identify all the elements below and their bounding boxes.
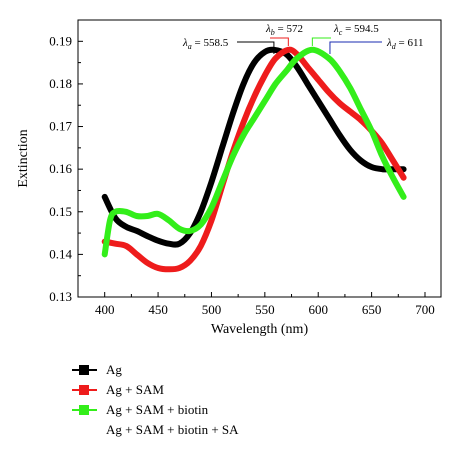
- annotation-bracket: [237, 41, 275, 54]
- y-tick-label: 0.14: [49, 246, 72, 261]
- plot-frame: [77, 19, 442, 298]
- annotation-subscript: c: [339, 28, 343, 37]
- annotation-bracket: [311, 37, 331, 46]
- x-axis-title: Wavelength (nm): [211, 322, 309, 337]
- x-tick-label: 550: [255, 302, 275, 317]
- y-tick-label: 0.16: [49, 161, 72, 176]
- y-tick-label: 0.15: [49, 204, 72, 219]
- x-tick-label: 600: [308, 302, 328, 317]
- annotation-label: λc = 594.5: [333, 23, 379, 37]
- x-tick-label: 650: [362, 302, 382, 317]
- peak-annotations: λa = 558.5λb = 572 λc = 594.5λd = 611: [182, 23, 424, 54]
- series-lines: [101, 46, 407, 273]
- y-tick-label: 0.17: [49, 119, 72, 134]
- legend-label-1: Ag + SAM: [106, 382, 164, 397]
- annotation-bracket: [270, 37, 289, 46]
- annotation-label: λb = 572: [265, 23, 303, 37]
- annotation-value: = 558.5: [192, 37, 229, 49]
- series-line-0: [101, 46, 407, 248]
- y-axis-title: Extinction: [16, 129, 31, 187]
- annotation-symbol: λ: [265, 23, 271, 35]
- annotation-bracket: [329, 41, 382, 54]
- x-tick-label: 700: [415, 302, 435, 317]
- legend-label-3: Ag + SAM + biotin + SA: [106, 422, 239, 437]
- legend-marker-2: [79, 405, 89, 415]
- annotation-symbol: λ: [333, 23, 339, 35]
- legend-label-2: Ag + SAM + biotin: [106, 402, 209, 417]
- annotation-value: = 594.5: [342, 23, 379, 35]
- legend: Ag Ag + SAM Ag + SAM + biotin Ag + SAM + bi…: [72, 362, 239, 437]
- x-axis-ticks: 400 450 500 550 600 650 700: [95, 292, 435, 317]
- annotation-value: = 572: [275, 23, 303, 35]
- annotation-subscript: d: [392, 42, 397, 51]
- annotation-symbol: λ: [386, 37, 392, 49]
- y-tick-label: 0.19: [49, 33, 72, 48]
- annotation-label: λa = 558.5: [182, 37, 229, 51]
- series-line-2: [101, 46, 407, 258]
- annotation-symbol: λ: [182, 37, 188, 49]
- legend-marker-1: [79, 385, 89, 395]
- y-tick-label: 0.13: [49, 289, 72, 304]
- series-line-1: [101, 46, 407, 273]
- annotation-label: λd = 611: [386, 37, 424, 51]
- annotation-subscript: a: [188, 42, 192, 51]
- annotation-subscript: b: [271, 28, 275, 37]
- plot-area: 400 450 500 550 600 650 700 0.130.140.150.160.…: [49, 19, 442, 317]
- annotation-value: = 611: [396, 37, 424, 49]
- x-tick-label: 450: [148, 302, 168, 317]
- y-axis-ticks: 0.13 0.14 0.15 0.16 0.17 0.18 0.19: [49, 33, 83, 304]
- y-tick-label: 0.18: [49, 76, 72, 91]
- legend-label-0: Ag: [106, 362, 122, 377]
- x-tick-label: 400: [95, 302, 115, 317]
- x-tick-label: 500: [202, 302, 222, 317]
- legend-marker-0: [79, 365, 89, 375]
